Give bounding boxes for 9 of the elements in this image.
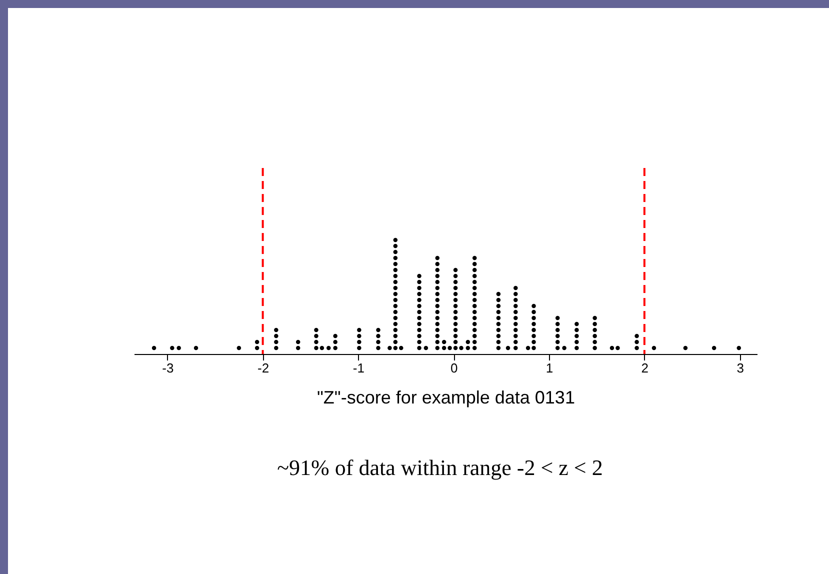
x-tick-label: 3 [736,360,744,376]
x-axis-title: "Z"-score for example data 0131 [317,388,575,408]
x-tick-label: 2 [641,360,649,376]
x-tick-label: 0 [450,360,458,376]
x-tick-label: 1 [546,360,554,376]
x-tick-label: -3 [162,360,174,376]
x-tick-label: -2 [258,360,270,376]
text: ~91% of data within range -2 < z < 2 [276,455,604,481]
x-tick-label: -1 [352,360,364,376]
